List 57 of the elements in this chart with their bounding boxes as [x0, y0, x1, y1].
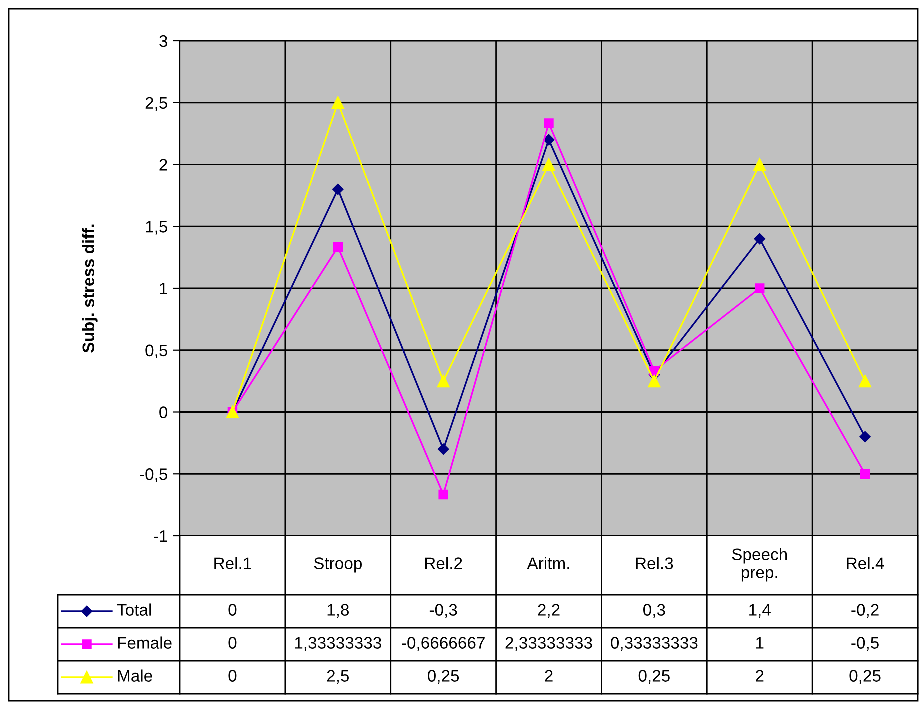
point	[438, 490, 448, 500]
data-label: 1,4	[750, 604, 771, 618]
y-tick-label: 0	[160, 406, 168, 418]
data-label: 1,8	[328, 604, 350, 618]
data-label: -0,6666667	[402, 637, 485, 651]
legend-label: Female	[118, 636, 172, 649]
data-label: 0,3	[643, 604, 666, 618]
x-tick-label: Speech prep.	[732, 548, 788, 582]
point	[438, 444, 450, 455]
point	[544, 118, 554, 128]
data-label: 2,5	[327, 670, 350, 684]
data-label: 0,25	[638, 670, 670, 684]
point	[754, 284, 765, 294]
point	[860, 469, 870, 479]
y-tick-label: -0,5	[140, 468, 168, 482]
point	[754, 158, 766, 171]
data-label: 2,33333333	[506, 637, 592, 651]
data-label: 0,33333333	[611, 637, 698, 651]
y-tick-label: 1,5	[146, 221, 168, 235]
y-tick-label: -1	[154, 530, 168, 542]
data-label: 1,33333333	[295, 637, 382, 651]
data-label: -0,5	[852, 637, 879, 651]
data-label: 2	[545, 670, 553, 682]
y-tick-label: 1	[160, 283, 168, 295]
data-label: 0	[228, 637, 237, 649]
data-label: 2	[756, 670, 764, 682]
x-tick-label: Rel.4	[847, 557, 884, 570]
y-tick-label: 2,5	[146, 97, 168, 112]
data-label: 0,25	[428, 670, 460, 684]
point	[543, 134, 555, 146]
data-label: 1	[756, 637, 764, 649]
point	[859, 375, 872, 388]
data-label: 0	[228, 670, 237, 682]
x-tick-label: Aritm.	[527, 557, 570, 570]
legend-label: Male	[118, 670, 152, 682]
y-tick-label: 2	[160, 159, 168, 171]
point	[437, 375, 450, 388]
x-tick-label: Rel.3	[636, 557, 674, 570]
x-tick-label: Stroop	[314, 558, 362, 573]
x-tick-label: Rel.2	[425, 557, 462, 570]
point	[648, 375, 661, 388]
data-label: 0,25	[850, 670, 881, 684]
data-label: -0,3	[430, 604, 458, 618]
y-tick-label: 0,5	[146, 344, 168, 359]
y-axis-title: Subj. stress diff.	[82, 224, 98, 353]
point	[333, 242, 344, 252]
point	[542, 158, 556, 171]
data-label: 2,2	[538, 604, 560, 618]
point	[332, 184, 344, 196]
point	[332, 96, 344, 110]
data-label: -0,2	[852, 604, 879, 618]
x-tick-label: Rel.1	[214, 557, 252, 570]
legend-label: Total	[117, 604, 152, 616]
point	[754, 233, 766, 245]
point	[860, 431, 871, 443]
data-label: 0	[228, 604, 237, 616]
y-tick-label: 3	[160, 35, 168, 48]
